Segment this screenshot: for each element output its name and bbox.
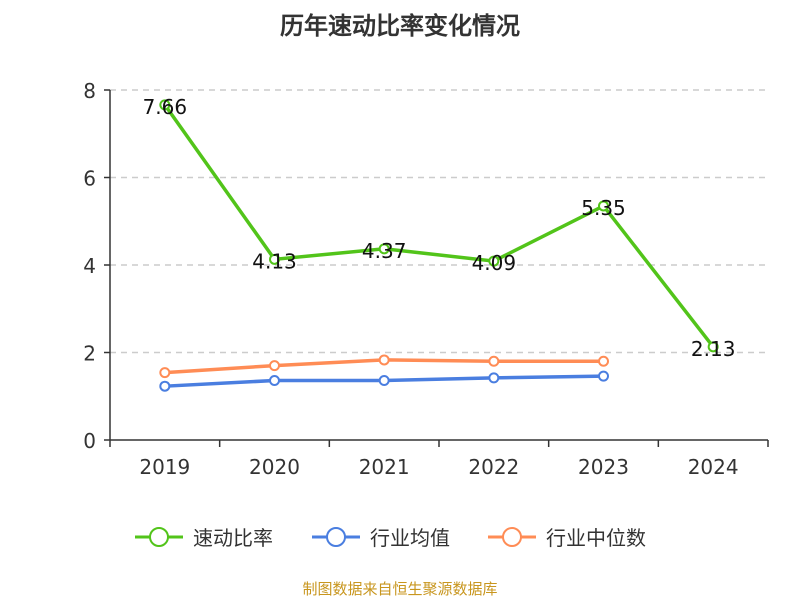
legend-label: 行业均值 xyxy=(370,526,450,550)
data-point xyxy=(598,355,609,367)
data-point xyxy=(269,360,280,372)
x-tick-label: 2021 xyxy=(359,455,410,479)
legend-label: 行业中位数 xyxy=(546,526,646,550)
series-line xyxy=(163,103,715,348)
data-point xyxy=(707,341,719,353)
y-tick-label: 6 xyxy=(83,167,96,191)
data-point xyxy=(488,372,500,384)
data-point xyxy=(159,380,171,392)
y-tick-label: 8 xyxy=(83,79,96,103)
source-note: 制图数据来自恒生聚源数据库 xyxy=(302,580,498,598)
x-tick-label: 2022 xyxy=(468,455,519,479)
data-label: 4.13 xyxy=(252,249,297,273)
data-point xyxy=(378,243,390,255)
data-label: 7.66 xyxy=(143,95,188,119)
data-point xyxy=(159,99,171,111)
x-tick-label: 2024 xyxy=(688,455,739,479)
chart-title: 历年速动比率变化情况 xyxy=(280,12,520,40)
legend-marker xyxy=(502,527,522,547)
data-label: 4.37 xyxy=(362,239,407,263)
data-label: 5.35 xyxy=(581,196,626,220)
data-point xyxy=(269,375,280,386)
data-point xyxy=(378,375,390,386)
x-tick-label: 2020 xyxy=(249,455,300,479)
data-point xyxy=(378,354,390,366)
data-label: 2.13 xyxy=(691,337,736,361)
data-label: 4.09 xyxy=(472,251,517,275)
y-tick-label: 4 xyxy=(83,254,96,278)
data-point xyxy=(269,253,280,265)
data-point xyxy=(488,355,500,367)
y-tick-label: 2 xyxy=(83,342,96,366)
legend-label: 速动比率 xyxy=(193,526,273,550)
data-point xyxy=(598,200,609,212)
data-point xyxy=(598,370,609,382)
x-tick-label: 2019 xyxy=(139,455,190,479)
legend-marker xyxy=(149,527,169,547)
data-point xyxy=(159,367,171,379)
data-point xyxy=(488,255,500,267)
y-tick-label: 0 xyxy=(83,429,96,453)
legend-marker xyxy=(326,527,346,547)
x-tick-label: 2023 xyxy=(578,455,629,479)
